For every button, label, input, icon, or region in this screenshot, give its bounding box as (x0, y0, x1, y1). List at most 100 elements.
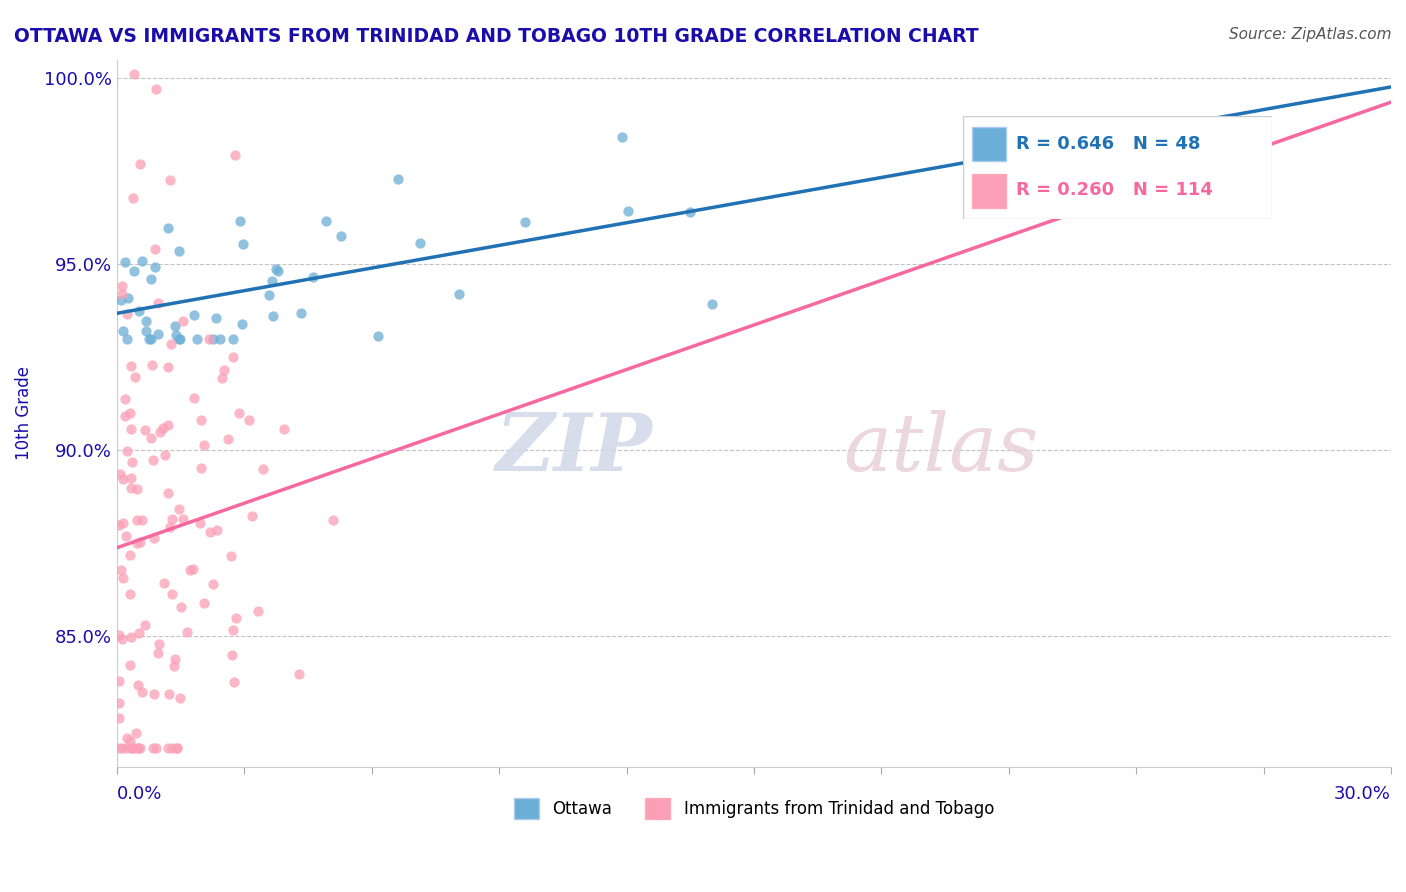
Point (145, 243, 167, 257)
Point (157, 486, 180, 500)
Point (149, 425, 172, 440)
Point (246, 604, 269, 618)
Point (135, 314, 157, 328)
Point (198, 332, 221, 346)
Text: OTTAWA VS IMMIGRANTS FROM TRINIDAD AND TOBAGO 10TH GRADE CORRELATION CHART: OTTAWA VS IMMIGRANTS FROM TRINIDAD AND T… (14, 27, 979, 45)
Point (125, 482, 148, 496)
Point (108, 467, 131, 482)
Point (329, 228, 352, 243)
FancyBboxPatch shape (973, 175, 1007, 208)
Point (114, 409, 136, 423)
Point (163, 652, 186, 666)
Point (141, 272, 163, 286)
Point (134, 617, 156, 632)
Point (219, 549, 242, 564)
Text: atlas: atlas (844, 409, 1039, 487)
Point (163, 659, 186, 673)
Point (148, 637, 170, 651)
Point (145, 741, 167, 756)
Point (108, 628, 131, 642)
Point (170, 599, 193, 614)
Point (112, 516, 135, 531)
Point (232, 236, 254, 251)
Point (222, 623, 245, 637)
Point (153, 448, 176, 462)
Point (387, 171, 409, 186)
Point (110, 293, 132, 307)
Point (153, 576, 176, 591)
Point (128, 626, 150, 640)
Point (159, 520, 181, 534)
Point (124, 370, 146, 384)
Point (108, 741, 131, 756)
Point (176, 624, 198, 639)
Text: 30.0%: 30.0% (1334, 785, 1391, 803)
Point (143, 260, 166, 275)
FancyBboxPatch shape (963, 116, 1272, 219)
Point (148, 646, 170, 660)
Point (143, 687, 166, 701)
Point (211, 370, 233, 384)
Point (157, 687, 180, 701)
Point (108, 696, 131, 710)
Point (222, 675, 245, 690)
Point (118, 733, 141, 747)
Point (183, 309, 205, 323)
Point (135, 324, 157, 338)
Point (166, 741, 188, 756)
Point (204, 310, 226, 325)
Point (157, 359, 180, 374)
Point (238, 412, 260, 426)
Text: ZIP: ZIP (495, 409, 652, 487)
Point (146, 326, 169, 341)
Point (138, 332, 160, 346)
Point (120, 630, 142, 644)
Point (610, 129, 633, 144)
Point (115, 444, 138, 458)
Point (447, 287, 470, 301)
Point (165, 328, 187, 343)
Point (156, 741, 179, 756)
Point (228, 406, 250, 420)
Point (167, 244, 190, 258)
Point (172, 314, 194, 328)
Point (120, 471, 142, 485)
Point (209, 332, 232, 346)
Point (259, 287, 281, 301)
Point (120, 481, 142, 495)
Point (131, 253, 153, 268)
Point (290, 306, 312, 320)
Point (129, 741, 152, 756)
Point (122, 741, 145, 756)
Point (301, 270, 323, 285)
Point (193, 597, 215, 611)
Point (111, 324, 134, 338)
Point (186, 332, 208, 346)
Text: Source: ZipAtlas.com: Source: ZipAtlas.com (1229, 27, 1392, 42)
Point (122, 68, 145, 82)
Point (617, 203, 640, 218)
Point (224, 148, 246, 162)
Point (160, 587, 183, 601)
Text: R = 0.260   N = 114: R = 0.260 N = 114 (1015, 181, 1212, 199)
Point (111, 471, 134, 485)
Point (222, 332, 245, 346)
Point (142, 531, 165, 545)
Point (115, 529, 138, 543)
Point (188, 516, 211, 531)
Point (129, 535, 152, 549)
Point (117, 731, 139, 745)
Point (262, 309, 284, 323)
Point (117, 291, 139, 305)
Point (288, 666, 311, 681)
Point (108, 673, 131, 688)
Point (202, 332, 225, 346)
Point (190, 413, 212, 427)
Point (108, 711, 131, 725)
Point (222, 351, 245, 365)
Point (678, 204, 700, 219)
Point (127, 741, 149, 756)
Point (128, 303, 150, 318)
Point (124, 264, 146, 278)
Point (260, 274, 283, 288)
